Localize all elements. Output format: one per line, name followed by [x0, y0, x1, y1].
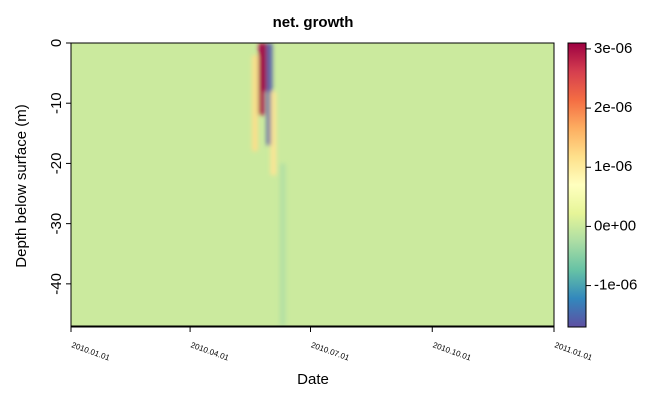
y-tick-label: -30 [48, 213, 65, 235]
y-tick-label: -20 [48, 153, 65, 175]
colorbar-tick-label: 0e+00 [594, 217, 636, 234]
y-tick-label: -10 [48, 92, 65, 114]
colorbar-tick-label: 2e-06 [594, 99, 632, 116]
y-axis-label: Depth below surface (m) [13, 104, 30, 267]
colorbar: -1e-06 0e+00 1e-06 2e-06 3e-06 [567, 40, 637, 328]
y-axis: 0 -10 -20 -30 -40 [48, 39, 71, 295]
colorbar-tick-label: -1e-06 [594, 277, 637, 294]
plot-frame [70, 42, 555, 327]
plot-area [71, 43, 554, 326]
x-tick-label: 2010.07.01 [310, 340, 351, 362]
x-tick-label: 2010.04.01 [189, 340, 230, 362]
heatmap-cell [279, 163, 286, 326]
y-tick-label: -40 [48, 273, 65, 295]
x-tick-label: 2010.10.01 [432, 340, 473, 362]
x-tick-label: 2010.01.01 [70, 340, 111, 362]
colorbar-tick-label: 3e-06 [594, 40, 632, 57]
y-tick-label: 0 [48, 39, 65, 47]
x-axis: 2010.01.01 2010.04.01 2010.07.01 2010.10.01… [70, 326, 594, 363]
x-tick-label: 2011.01.01 [553, 340, 594, 362]
colorbar-gradient [567, 42, 587, 328]
chart-title: net. growth [273, 14, 354, 31]
colorbar-tick-label: 1e-06 [594, 158, 632, 175]
x-axis-label: Date [297, 371, 329, 388]
heatmap-cell [251, 55, 258, 152]
heatmap-cell [270, 91, 277, 176]
heatmap-cell [261, 43, 268, 92]
heatmap-background [71, 43, 554, 326]
